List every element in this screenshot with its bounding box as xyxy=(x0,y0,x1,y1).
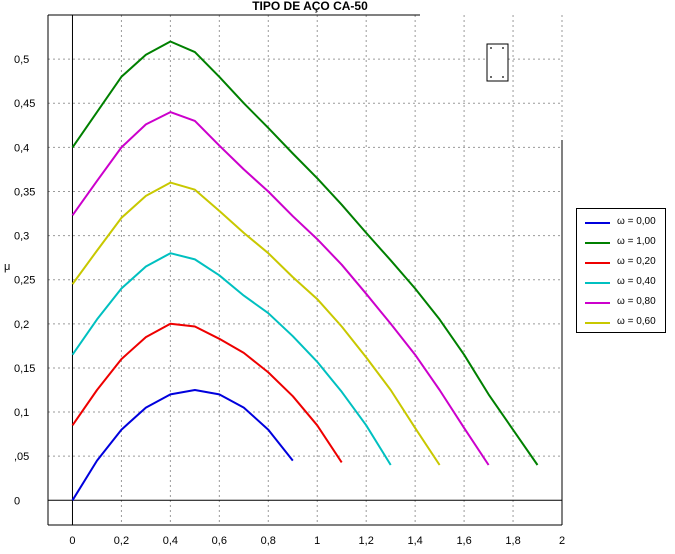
y-tick-label: 0,15 xyxy=(14,363,35,375)
x-tick-label: 0,6 xyxy=(212,535,227,547)
legend-item: ω = 0,80 xyxy=(577,293,667,313)
section-icon xyxy=(486,43,509,82)
legend-label: ω = 0,40 xyxy=(617,276,656,287)
y-tick-label: 0,5 xyxy=(14,54,29,66)
legend-swatch xyxy=(585,322,610,324)
legend-label: ω = 0,80 xyxy=(617,296,656,307)
series-line-2 xyxy=(71,322,343,463)
tick-labels: 0 0,2 0,4 0,6 0,8 1 1,2 1,4 1,6 1,8 2 0 ,05 0,1 0,15 0,… xyxy=(14,54,565,547)
series-line-3 xyxy=(71,252,392,466)
legend-swatch xyxy=(585,242,610,244)
legend-label: ω = 0,60 xyxy=(617,316,656,327)
y-tick-label: 0,35 xyxy=(14,186,35,198)
y-tick-label: 0,45 xyxy=(14,98,35,110)
series-line-1 xyxy=(71,40,539,466)
legend-item: ω = 0,40 xyxy=(577,273,667,293)
series-lines xyxy=(71,40,539,501)
x-tick-label: 0 xyxy=(69,535,75,547)
x-tick-label: 1,8 xyxy=(505,535,520,547)
legend-label: ω = 0,00 xyxy=(617,216,656,227)
legend-label: ω = 0,20 xyxy=(617,256,656,267)
legend-swatch xyxy=(585,302,610,304)
series-line-0 xyxy=(71,389,294,501)
x-tick-label: 1 xyxy=(314,535,320,547)
chart-title: TIPO DE AÇO CA-50 xyxy=(252,0,368,13)
x-tick-label: 0,4 xyxy=(163,535,178,547)
x-tick-label: 1,2 xyxy=(359,535,374,547)
legend-item: ω = 0,60 xyxy=(577,313,667,333)
axes xyxy=(47,14,563,526)
legend-item: ω = 0,00 xyxy=(577,213,667,233)
legend-swatch xyxy=(585,222,610,224)
legend-swatch xyxy=(585,262,610,264)
y-axis-label: μ xyxy=(4,261,10,273)
legend-item: ω = 0,20 xyxy=(577,253,667,273)
legend-swatch xyxy=(585,282,610,284)
legend: ω = 0,00 ω = 1,00 ω = 0,20 ω = 0,40 ω = 0,80… xyxy=(576,208,666,333)
y-tick-label: ,05 xyxy=(14,451,29,463)
x-tick-label: 1,6 xyxy=(456,535,471,547)
x-tick-label: 0,2 xyxy=(114,535,129,547)
legend-label: ω = 1,00 xyxy=(617,236,656,247)
y-tick-label: 0,4 xyxy=(14,142,29,154)
y-tick-label: 0,3 xyxy=(14,231,29,243)
x-tick-label: 1,4 xyxy=(407,535,422,547)
y-tick-label: 0,1 xyxy=(14,407,29,419)
y-tick-label: 0,25 xyxy=(14,275,35,287)
series-line-4 xyxy=(71,111,490,466)
legend-item: ω = 1,00 xyxy=(577,233,667,253)
x-tick-label: 2 xyxy=(559,535,565,547)
x-tick-label: 0,8 xyxy=(261,535,276,547)
y-tick-label: 0,2 xyxy=(14,319,29,331)
grid xyxy=(48,15,563,525)
series-line-5 xyxy=(71,181,441,466)
y-tick-label: 0 xyxy=(14,495,20,507)
